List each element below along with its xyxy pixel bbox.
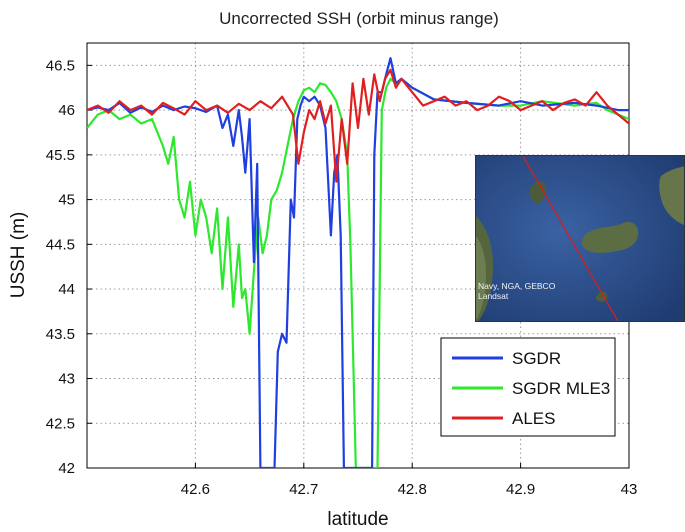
y-tick-label: 43.5	[46, 326, 75, 343]
inset-island-east	[659, 166, 684, 226]
inset-satellite-track	[522, 156, 619, 321]
chart-title: Uncorrected SSH (orbit minus range)	[219, 9, 499, 28]
inset-map-credit: Navy, NGA, GEBCO Landsat	[478, 281, 555, 301]
legend-label-sgdr: SGDR	[512, 349, 561, 368]
inset-island-large	[581, 222, 639, 253]
x-axis-label: latitude	[327, 509, 388, 530]
inset-credit-line-1: Navy, NGA, GEBCO	[478, 281, 556, 291]
series-group	[87, 57, 629, 468]
y-tick-label: 43	[58, 371, 75, 388]
inset-map-image	[476, 156, 684, 321]
inset-islet	[595, 291, 608, 302]
series-line-ales	[87, 68, 629, 183]
y-axis-label: USSH (m)	[8, 212, 29, 299]
inset-sea	[476, 156, 684, 321]
x-tick-label: 42.6	[181, 481, 210, 498]
y-tick-label: 44	[58, 281, 75, 298]
x-tick-label: 42.7	[289, 481, 318, 498]
inset-coast-left-shade	[476, 236, 486, 320]
y-axis: 42 42.5 43 43.5 44 44.5 45 45.5 46 46.5	[46, 57, 92, 477]
inset-satellite-map: Navy, NGA, GEBCO Landsat	[475, 155, 685, 322]
y-tick-label: 46	[58, 102, 75, 119]
series-line-sgdr	[87, 57, 629, 468]
legend: SGDR SGDR MLE3 ALES	[440, 337, 616, 437]
inset-island-small	[529, 181, 546, 204]
legend-label-sgdr-mle3: SGDR MLE3	[512, 379, 610, 398]
y-tick-label: 42	[58, 460, 75, 477]
legend-label-ales: ALES	[512, 409, 555, 428]
x-tick-label: 42.8	[398, 481, 427, 498]
x-tick-label: 43	[621, 481, 638, 498]
x-tick-label: 42.9	[506, 481, 535, 498]
y-tick-label: 42.5	[46, 415, 75, 432]
y-tick-label: 45.5	[46, 147, 75, 164]
y-tick-label: 46.5	[46, 57, 75, 74]
inset-credit-line-2: Landsat	[478, 291, 509, 301]
x-axis: 42.6 42.7 42.8 42.9 43	[181, 463, 638, 498]
y-tick-label: 45	[58, 192, 75, 209]
y-tick-label: 44.5	[46, 236, 75, 253]
